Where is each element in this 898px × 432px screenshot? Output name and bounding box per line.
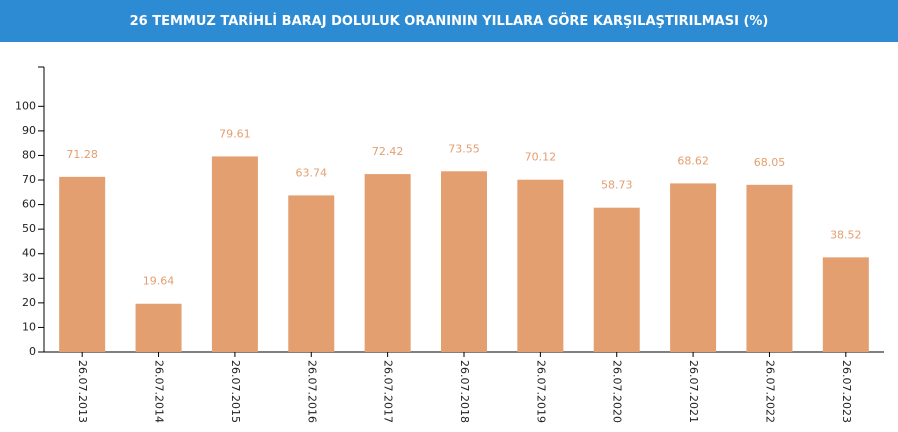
y-tick-label: 30 [22,271,36,284]
x-tick-label: 26.07.2020 [611,360,624,423]
chart: 0 10 20 30 40 50 60 70 80 90 100 26.07.2013 71.28 26.… [15,66,884,423]
y-tick-label: 90 [22,124,36,137]
bar [517,179,564,352]
x-tick-label: 26.07.2022 [763,360,776,423]
value-label: 71.28 [66,148,98,161]
bar [211,156,258,352]
bar [746,184,793,352]
value-label: 68.05 [754,156,786,169]
value-label: 58.73 [601,179,633,192]
y-tick-label: 10 [22,320,36,333]
y-tick-label: 60 [22,198,36,211]
y-tick-label: 0 [29,345,36,358]
bar [441,171,487,352]
x-tick-label: 26.07.2017 [382,360,395,423]
value-label: 68.62 [677,154,709,167]
y-tick-label: 70 [22,173,36,186]
value-label: 72.42 [372,145,404,158]
x-tick-label: 26.07.2016 [305,360,318,423]
x-tick-label: 26.07.2018 [458,360,471,423]
value-label: 63.74 [296,166,328,179]
bar [593,207,640,352]
value-label: 38.52 [830,228,862,241]
y-tick-label: 80 [22,148,36,161]
x-tick-label: 26.07.2021 [687,360,700,423]
x-tick-label: 26.07.2014 [153,360,166,423]
value-label: 19.64 [143,275,175,288]
bar [364,174,411,352]
y-tick-label: 50 [22,222,36,235]
value-label: 79.61 [219,127,251,140]
x-tick-label: 26.07.2013 [76,360,89,423]
value-label: 70.12 [525,151,557,164]
y-tick-label: 40 [22,247,36,260]
bar [135,303,182,352]
x-tick-label: 26.07.2019 [534,360,547,423]
y-tick-label: 20 [22,296,36,309]
bar [59,176,106,352]
bar [822,257,869,352]
bar [288,195,335,352]
value-label: 73.55 [448,142,480,155]
chart-title: 26 TEMMUZ TARİHLİ BARAJ DOLULUK ORANININ… [0,0,898,42]
x-tick-label: 26.07.2023 [840,360,853,423]
bar [670,183,717,352]
x-tick-label: 26.07.2015 [229,360,242,423]
y-tick-label: 100 [15,99,36,112]
